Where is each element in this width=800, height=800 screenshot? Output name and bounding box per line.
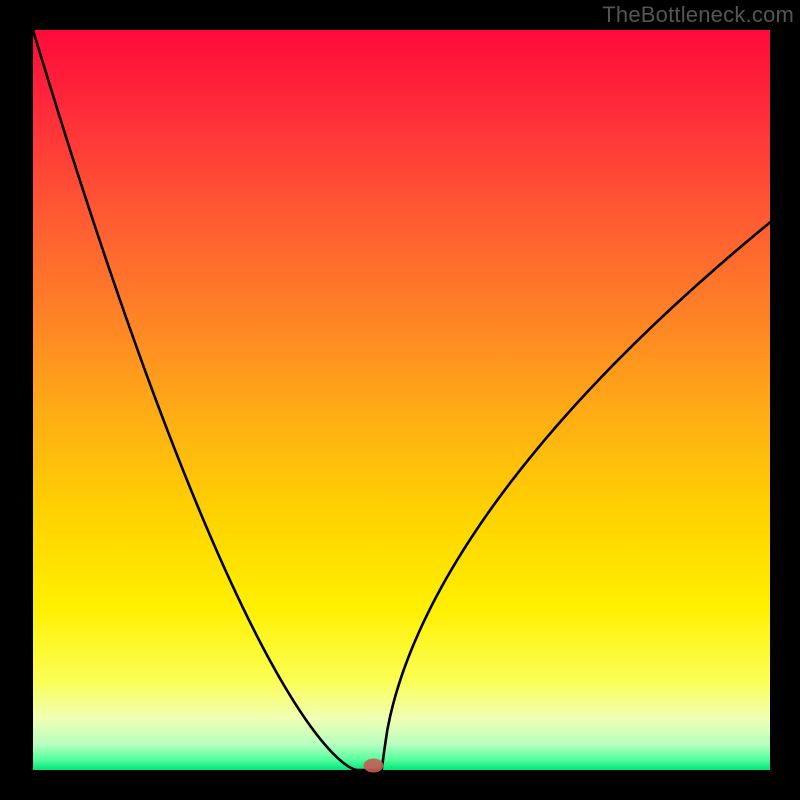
optimal-point-marker xyxy=(363,759,383,773)
chart-container: TheBottleneck.com xyxy=(0,0,800,800)
watermark-text: TheBottleneck.com xyxy=(602,2,794,28)
bottleneck-chart xyxy=(0,0,800,800)
chart-plot-area xyxy=(33,30,770,770)
